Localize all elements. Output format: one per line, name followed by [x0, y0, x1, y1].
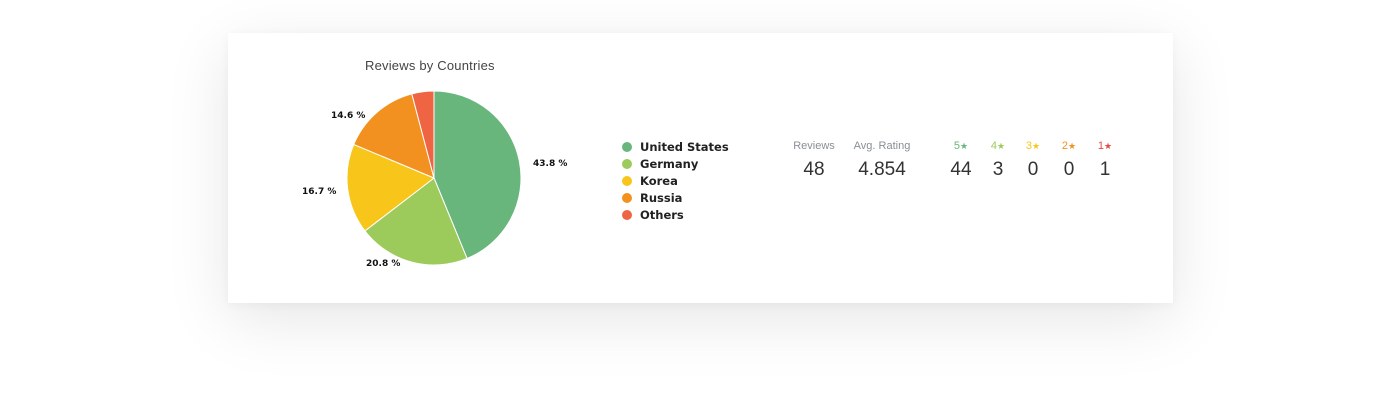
star-level-label: 2 — [1061, 140, 1069, 152]
stat-4-star: 4★ 3 — [982, 139, 1014, 181]
legend-swatch — [622, 209, 632, 220]
stat-reviews-value: 48 — [803, 159, 825, 180]
star-count: 3 — [992, 159, 1004, 180]
chart-legend: United States Germany Korea Russia Other… — [622, 138, 729, 223]
star-level-label: 1 — [1097, 140, 1105, 152]
pie-slice-germany[interactable] — [364, 177, 468, 266]
legend-item-germany[interactable]: Germany — [622, 155, 729, 172]
data-label-russia: 14.6 % — [331, 111, 365, 121]
legend-item-korea[interactable]: Korea — [622, 172, 729, 189]
star-count: 0 — [1027, 159, 1039, 180]
stat-2-star: 2★ 0 — [1053, 139, 1085, 181]
stat-1-star: 1★ 1 — [1089, 139, 1121, 181]
legend-label: United States — [640, 139, 729, 154]
data-label-germany: 20.8 % — [366, 259, 400, 269]
legend-item-russia[interactable]: Russia — [622, 189, 729, 206]
star-icon: ★ — [1032, 141, 1041, 151]
pie-slice-korea[interactable] — [346, 143, 435, 232]
pie-slice-others[interactable] — [411, 90, 435, 179]
star-level-label: 5 — [953, 140, 961, 152]
legend-swatch — [622, 158, 632, 169]
star-icon: ★ — [1104, 141, 1113, 151]
legend-swatch — [622, 141, 632, 152]
chart-title: Reviews by Countries — [365, 58, 495, 73]
legend-label: Germany — [640, 156, 699, 171]
star-count: 44 — [950, 159, 972, 180]
legend-label: Korea — [640, 173, 678, 188]
pie-slice-russia[interactable] — [353, 93, 435, 179]
legend-item-others[interactable]: Others — [622, 206, 729, 223]
legend-swatch — [622, 175, 632, 186]
data-label-united-states: 43.8 % — [533, 159, 567, 169]
stat-avg-rating: Avg. Rating 4.854 — [848, 139, 916, 181]
star-icon: ★ — [960, 141, 969, 151]
star-level-label: 4 — [990, 140, 998, 152]
star-count: 1 — [1099, 159, 1111, 180]
stat-3-star: 3★ 0 — [1017, 139, 1049, 181]
stat-reviews-label: Reviews — [793, 140, 835, 152]
legend-label: Russia — [640, 190, 683, 205]
data-label-korea: 16.7 % — [302, 187, 336, 197]
legend-swatch — [622, 192, 632, 203]
stat-reviews: Reviews 48 — [786, 139, 842, 181]
legend-item-united-states[interactable]: United States — [622, 138, 729, 155]
stat-5-star: 5★ 44 — [945, 139, 977, 181]
star-icon: ★ — [1068, 141, 1077, 151]
legend-label: Others — [640, 207, 684, 222]
star-level-label: 3 — [1025, 140, 1033, 152]
stat-avg-rating-label: Avg. Rating — [853, 140, 911, 152]
star-icon: ★ — [997, 141, 1006, 151]
pie-slice-united-states[interactable] — [433, 90, 522, 260]
stat-avg-rating-value: 4.854 — [858, 159, 906, 180]
star-count: 0 — [1063, 159, 1075, 180]
